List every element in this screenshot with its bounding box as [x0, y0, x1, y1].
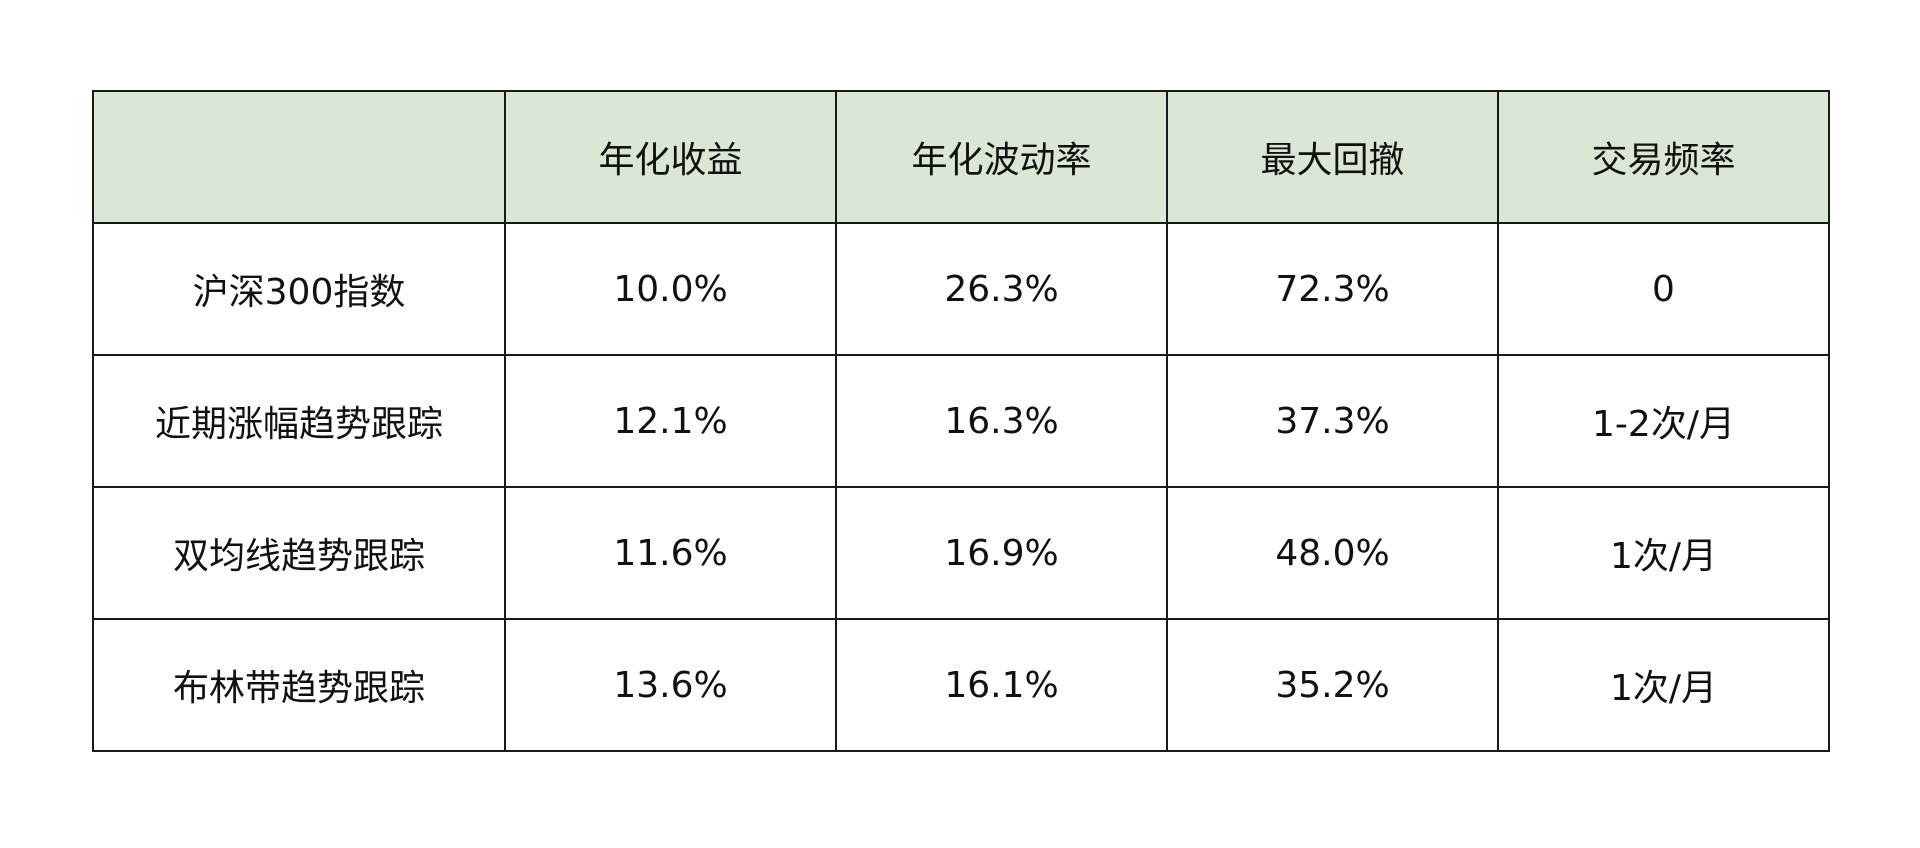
header-cell: 交易频率	[1497, 90, 1830, 224]
row-label: 近期涨幅趋势跟踪	[92, 354, 506, 488]
strategy-comparison-table: 年化收益 年化波动率 最大回撤 交易频率 沪深300指数 10.0% 26.3%…	[92, 90, 1830, 752]
table-cell: 35.2%	[1166, 618, 1499, 752]
table-cell: 1次/月	[1497, 618, 1830, 752]
table-cell: 48.0%	[1166, 486, 1499, 620]
table-cell: 16.3%	[835, 354, 1168, 488]
header-cell: 年化波动率	[835, 90, 1168, 224]
table-cell: 16.9%	[835, 486, 1168, 620]
table-cell: 16.1%	[835, 618, 1168, 752]
header-cell	[92, 90, 506, 224]
table-cell: 26.3%	[835, 222, 1168, 356]
table-cell: 1-2次/月	[1497, 354, 1830, 488]
table-cell: 1次/月	[1497, 486, 1830, 620]
table-cell: 13.6%	[504, 618, 837, 752]
table-cell: 11.6%	[504, 486, 837, 620]
table-cell: 0	[1497, 222, 1830, 356]
row-label: 布林带趋势跟踪	[92, 618, 506, 752]
table-row: 布林带趋势跟踪 13.6% 16.1% 35.2% 1次/月	[92, 618, 1830, 752]
table-cell: 37.3%	[1166, 354, 1499, 488]
table-cell: 72.3%	[1166, 222, 1499, 356]
row-label: 双均线趋势跟踪	[92, 486, 506, 620]
table-row: 近期涨幅趋势跟踪 12.1% 16.3% 37.3% 1-2次/月	[92, 354, 1830, 488]
table-row: 双均线趋势跟踪 11.6% 16.9% 48.0% 1次/月	[92, 486, 1830, 620]
table-row: 沪深300指数 10.0% 26.3% 72.3% 0	[92, 222, 1830, 356]
header-cell: 年化收益	[504, 90, 837, 224]
header-row: 年化收益 年化波动率 最大回撤 交易频率	[92, 90, 1830, 224]
table-cell: 10.0%	[504, 222, 837, 356]
row-label: 沪深300指数	[92, 222, 506, 356]
table-cell: 12.1%	[504, 354, 837, 488]
header-cell: 最大回撤	[1166, 90, 1499, 224]
